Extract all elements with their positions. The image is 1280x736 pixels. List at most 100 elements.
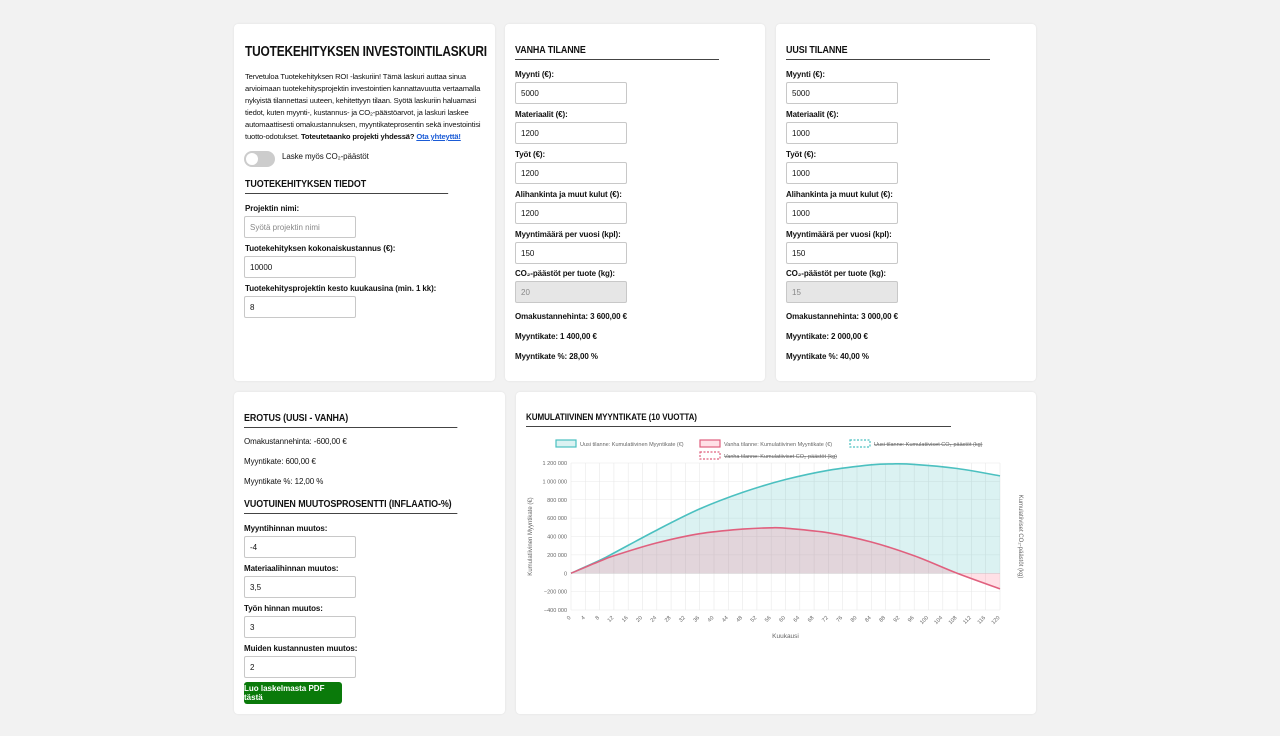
x-tick-label: 8 <box>595 615 601 621</box>
old-sub-label: Alihankinta ja muut kulut (€): <box>515 190 622 199</box>
legend-label-1: Vanha tilanne: Kumulatiivinen Myyntikate… <box>724 442 832 448</box>
y-axis-title: Kumulatiivinen Myyntikate (€) <box>528 497 534 575</box>
x-tick-label: 60 <box>778 615 787 624</box>
x-tick-label: 28 <box>664 615 673 624</box>
co2-toggle[interactable] <box>244 151 275 167</box>
x-tick-label: 84 <box>864 615 873 624</box>
x-axis-title: Kuukausi <box>772 633 799 640</box>
y-tick-label: 800 000 <box>547 498 567 504</box>
x-tick-label: 64 <box>793 615 802 624</box>
y-tick-label: −400 000 <box>544 608 567 614</box>
material-change-input[interactable]: 3,5 <box>244 576 356 598</box>
material-change-label: Materiaalihinnan muutos: <box>244 564 339 573</box>
old-margin-result: Myyntikate: 1 400,00 € <box>515 332 597 341</box>
x-tick-label: 48 <box>735 615 744 624</box>
cumulative-margin-chart: 0 4 8 12 16 20 24 28 32 36 40 44 48 52 56 60 64 68 72 76 80 8… <box>528 439 1023 640</box>
old-work-label: Työt (€): <box>515 150 546 159</box>
x-tick-label: 96 <box>907 615 916 624</box>
old-co2-input: 20 <box>515 281 627 303</box>
y-tick-label: 1 200 000 <box>543 461 567 467</box>
legend-label-2: Uusi tilanne: Kumulatiiviset CO₂-päästöt… <box>874 442 983 448</box>
x-tick-label: 56 <box>764 615 773 624</box>
total-cost-input[interactable]: 10000 <box>244 256 356 278</box>
duration-label: Tuotekehitysprojektin kesto kuukausina (… <box>245 284 437 293</box>
series-line-0 <box>570 463 1001 574</box>
y-tick-label: 0 <box>564 571 567 577</box>
create-pdf-button[interactable]: Luo laskelmasta PDF tästä <box>244 682 342 704</box>
new-cost-result: Omakustannehinta: 3 000,00 € <box>786 312 898 321</box>
duration-input[interactable]: 8 <box>244 296 356 318</box>
old-sub-input[interactable]: 1200 <box>515 202 627 224</box>
new-work-input[interactable]: 1000 <box>786 162 898 184</box>
difference-title: EROTUS (UUSI - VANHA) <box>244 412 458 428</box>
chart-card-title: KUMULATIIVINEN MYYNTIKATE (10 VUOTTA) <box>526 412 951 427</box>
work-change-input[interactable]: 3 <box>244 616 356 638</box>
diff-cost: Omakustannehinta: -600,00 € <box>244 437 347 446</box>
new-materials-label: Materiaalit (€): <box>786 110 839 119</box>
old-materials-label: Materiaalit (€): <box>515 110 568 119</box>
legend-swatch-1 <box>699 439 721 448</box>
sales-change-label: Myyntihinnan muutos: <box>244 524 328 533</box>
other-change-input[interactable]: 2 <box>244 656 356 678</box>
x-tick-label: 20 <box>635 615 644 624</box>
y-tick-label: −200 000 <box>544 590 567 596</box>
old-situation-title: VANHA TILANNE <box>515 44 719 60</box>
series-area-0 <box>571 463 1000 574</box>
old-work-input[interactable]: 1200 <box>515 162 627 184</box>
x-tick-label: 40 <box>707 615 716 624</box>
intro-card: TUOTEKEHITYKSEN INVESTOINTILASKURI Terve… <box>234 24 495 381</box>
inflation-title: VUOTUINEN MUUTOSPROSENTTI (INFLAATIO-%) <box>244 498 458 514</box>
old-sales-input[interactable]: 5000 <box>515 82 627 104</box>
y-tick-label: 200 000 <box>547 553 567 559</box>
project-name-input[interactable]: Syötä projektin nimi <box>244 216 356 238</box>
project-name-label: Projektin nimi: <box>245 204 300 213</box>
sales-change-input[interactable]: -4 <box>244 536 356 558</box>
x-tick-label: 32 <box>678 615 687 624</box>
x-tick-label: 100 <box>919 615 930 626</box>
chart-card: KUMULATIIVINEN MYYNTIKATE (10 VUOTTA) 0 4… <box>516 392 1036 714</box>
old-volume-label: Myyntimäärä per vuosi (kpl): <box>515 230 621 239</box>
y-tick-label: 400 000 <box>547 535 567 541</box>
old-margin-pct-result: Myyntikate %: 28,00 % <box>515 352 598 361</box>
legend-label-0: Uusi tilanne: Kumulatiivinen Myyntikate … <box>580 442 684 448</box>
intro-paragraph: Tervetuloa Tuotekehityksen ROI -laskurii… <box>245 72 481 141</box>
old-volume-input[interactable]: 150 <box>515 242 627 264</box>
cta-question: Toteutetaanko projekti yhdessä? <box>301 132 415 141</box>
old-cost-result: Omakustannehinta: 3 600,00 € <box>515 312 627 321</box>
new-situation-title: UUSI TILANNE <box>786 44 990 60</box>
contact-link[interactable]: Ota yhteyttä! <box>416 132 461 141</box>
x-tick-label: 24 <box>650 615 659 624</box>
intro-text: Tervetuloa Tuotekehityksen ROI -laskurii… <box>245 71 487 143</box>
new-work-label: Työt (€): <box>786 150 817 159</box>
new-title-text: UUSI TILANNE <box>786 44 848 56</box>
new-co2-label: CO₂-päästöt per tuote (kg): <box>786 269 886 278</box>
new-sub-label: Alihankinta ja muut kulut (€): <box>786 190 893 199</box>
new-volume-input[interactable]: 150 <box>786 242 898 264</box>
series-line-1 <box>570 526 1001 590</box>
x-tick-label: 76 <box>836 615 845 624</box>
y-tick-label: 1 000 000 <box>543 479 567 485</box>
new-sales-input[interactable]: 5000 <box>786 82 898 104</box>
y-tick-label: 600 000 <box>547 516 567 522</box>
legend-swatch-3 <box>699 451 721 460</box>
diff-margin-pct: Myyntikate %: 12,00 % <box>244 477 324 486</box>
x-tick-label: 16 <box>621 615 630 624</box>
new-sub-input[interactable]: 1000 <box>786 202 898 224</box>
co2-toggle-label: Laske myös CO₂-päästöt <box>282 152 369 161</box>
x-tick-label: 112 <box>962 615 972 625</box>
new-margin-pct-result: Myyntikate %: 40,00 % <box>786 352 869 361</box>
old-materials-input[interactable]: 1200 <box>515 122 627 144</box>
new-materials-input[interactable]: 1000 <box>786 122 898 144</box>
difference-card: EROTUS (UUSI - VANHA) Omakustannehinta: … <box>234 392 505 714</box>
y2-axis-title: Kumulatiiviset CO₂-päästöt (kg) <box>1017 495 1023 579</box>
new-volume-label: Myyntimäärä per vuosi (kpl): <box>786 230 892 239</box>
x-tick-label: 72 <box>821 615 830 624</box>
inflation-title-text: VUOTUINEN MUUTOSPROSENTTI (INFLAATIO-%) <box>244 498 452 510</box>
new-margin-result: Myyntikate: 2 000,00 € <box>786 332 868 341</box>
legend-swatch-0 <box>555 439 577 448</box>
x-tick-label: 0 <box>566 615 572 621</box>
old-co2-label: CO₂-päästöt per tuote (kg): <box>515 269 615 278</box>
x-tick-label: 120 <box>991 615 1002 626</box>
x-tick-label: 80 <box>850 615 859 624</box>
page-title: TUOTEKEHITYKSEN INVESTOINTILASKURI <box>245 44 487 60</box>
